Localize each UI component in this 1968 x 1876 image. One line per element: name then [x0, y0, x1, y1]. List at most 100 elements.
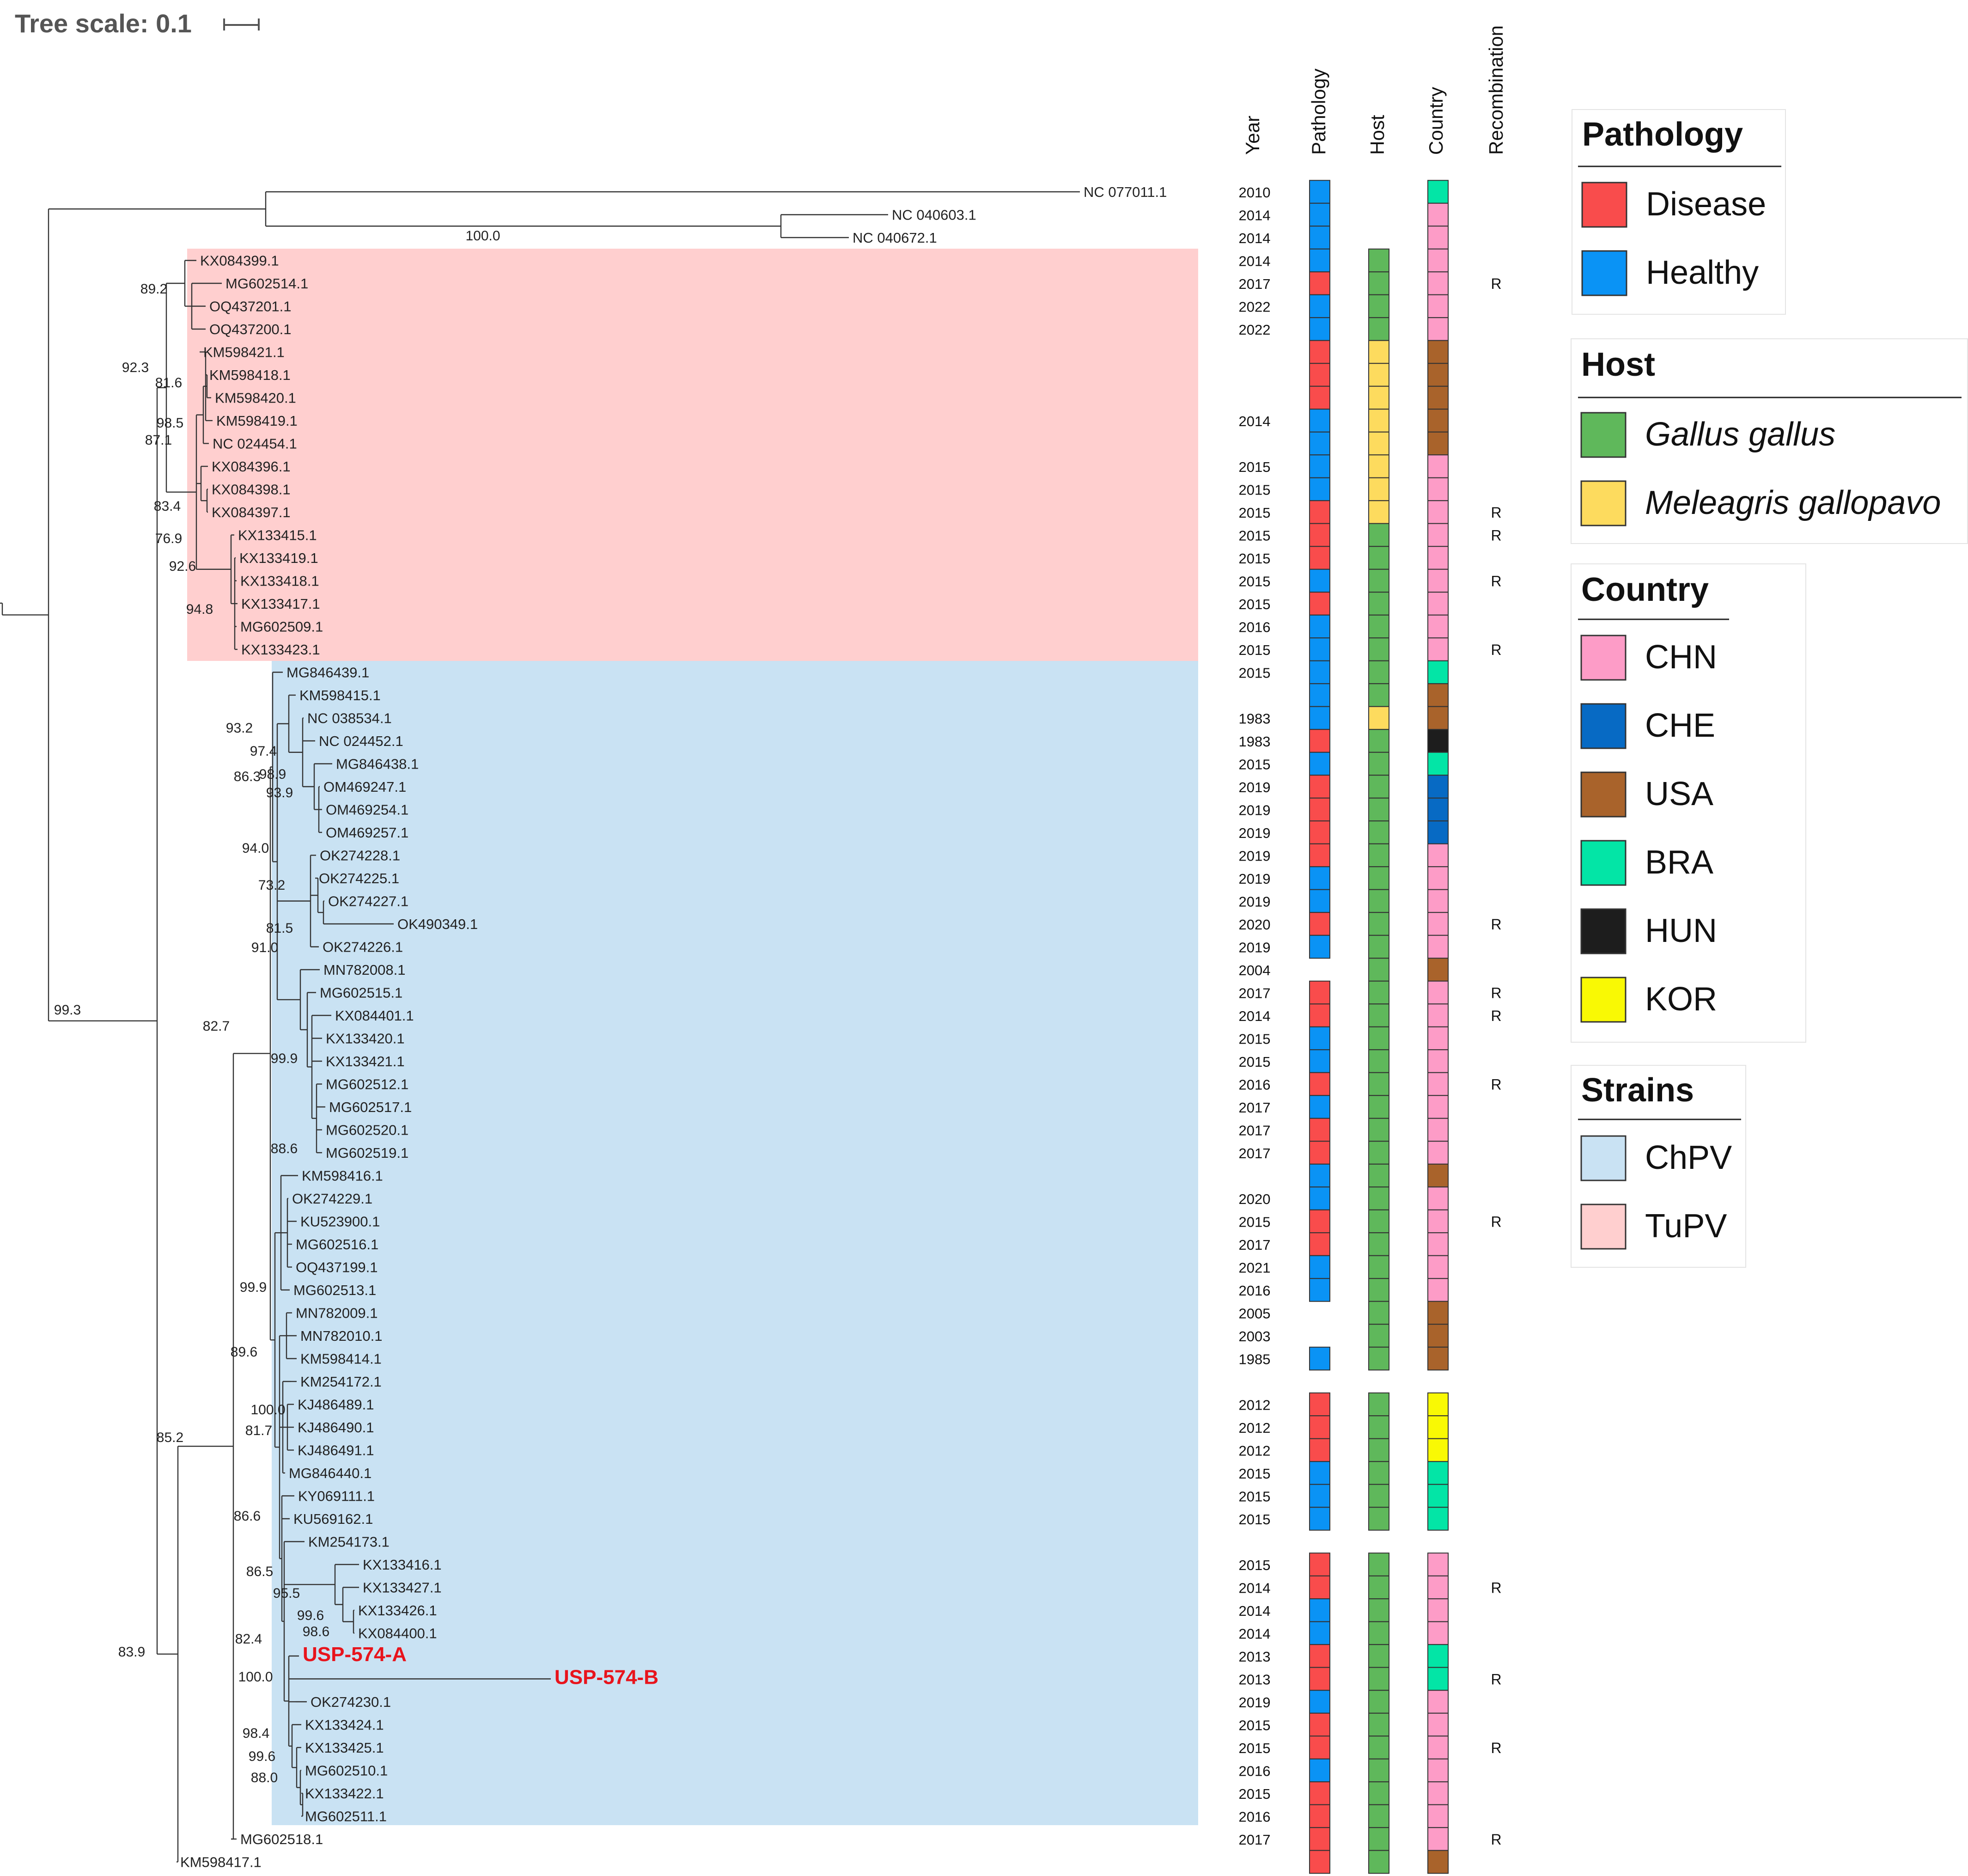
country-cell [1427, 523, 1449, 547]
tip-label: OM469257.1 [326, 825, 408, 841]
tip-label: KM598417.1 [180, 1854, 262, 1870]
pathology-cell [1309, 363, 1330, 387]
year-column: 2010 2014 2014 2014 2017 2022 2022 2014 2015 2015… [1239, 184, 1271, 1848]
recombination-mark: R [1491, 527, 1501, 544]
support-value: 82.7 [203, 1019, 230, 1034]
host-cell [1368, 271, 1389, 295]
country-cell [1427, 1072, 1449, 1096]
year-value: 2015 [1239, 505, 1271, 521]
tip-label: MG602520.1 [326, 1122, 408, 1138]
year-value: 2014 [1239, 1626, 1271, 1642]
legend-swatch [1580, 1204, 1627, 1250]
tip-label: MG602519.1 [326, 1145, 408, 1161]
pathology-cell [1309, 683, 1330, 707]
year-value: 2020 [1239, 917, 1271, 933]
country-cell [1427, 660, 1449, 684]
pathology-cell [1309, 1735, 1330, 1760]
host-cell [1368, 385, 1389, 410]
support-value: 92.6 [169, 559, 196, 574]
host-cell [1368, 866, 1389, 890]
tip-label: MG602518.1 [240, 1831, 323, 1847]
annotation-cells [1309, 180, 1449, 1874]
host-cell [1368, 340, 1389, 364]
support-value: 86.3 [234, 769, 261, 784]
support-value: 99.3 [54, 1002, 81, 1018]
pathology-cell [1309, 500, 1330, 524]
pathology-cell [1309, 409, 1330, 433]
year-value: 2013 [1239, 1649, 1271, 1665]
legend-item-label: CHN [1645, 639, 1717, 676]
country-cell [1427, 1690, 1449, 1714]
year-value: 2015 [1239, 1557, 1271, 1573]
pathology-cell [1309, 431, 1330, 456]
country-cell [1427, 340, 1449, 364]
support-value: 100.0 [238, 1669, 273, 1685]
pathology-cell [1309, 866, 1330, 890]
country-cell [1427, 1781, 1449, 1805]
pathology-cell [1309, 1850, 1330, 1874]
country-cell [1427, 1438, 1449, 1462]
year-value: 2020 [1239, 1191, 1271, 1207]
tip-label: KM598421.1 [203, 344, 285, 361]
year-value: 2014 [1239, 1603, 1271, 1619]
pathology-cell [1309, 1804, 1330, 1828]
year-value: 1983 [1239, 711, 1271, 727]
host-cell [1368, 477, 1389, 501]
tip-label: KX133418.1 [240, 573, 319, 589]
country-cell [1427, 980, 1449, 1005]
tip-label: OK274227.1 [328, 893, 408, 910]
tupv-clade-shade [187, 249, 1198, 661]
country-cell [1427, 1712, 1449, 1737]
legend-item-label: HUN [1645, 912, 1717, 949]
legend-item-label: Meleagris gallopavo [1645, 484, 1941, 521]
pathology-cell [1309, 1163, 1330, 1188]
country-cell [1427, 1392, 1449, 1417]
support-value: 81.5 [266, 921, 293, 936]
year-value: 2019 [1239, 802, 1271, 819]
support-value: 92.3 [122, 360, 149, 375]
country-cell [1427, 729, 1449, 753]
country-cell [1427, 889, 1449, 913]
country-cell [1427, 1850, 1449, 1874]
legend-swatch [1580, 1135, 1627, 1181]
tip-label: OK490349.1 [397, 916, 478, 932]
legend-swatch [1580, 703, 1627, 749]
recombination-mark: R [1491, 1831, 1501, 1848]
support-value: 98.4 [243, 1726, 269, 1741]
recombination-mark: R [1491, 1740, 1501, 1756]
pathology-cell [1309, 1598, 1330, 1622]
tree-scale-bar [223, 18, 260, 31]
pathology-cell [1309, 568, 1330, 593]
country-cell [1427, 683, 1449, 707]
tip-label: MG602516.1 [296, 1236, 378, 1253]
legend-item-label: TuPV [1645, 1208, 1727, 1245]
country-cell [1427, 706, 1449, 730]
host-cell [1368, 1781, 1389, 1805]
country-cell [1427, 477, 1449, 501]
tip-label: MG602512.1 [326, 1076, 408, 1093]
country-cell [1427, 866, 1449, 890]
pathology-cell [1309, 1438, 1330, 1462]
year-value: 2017 [1239, 985, 1271, 1002]
country-cell [1427, 409, 1449, 433]
pathology-cell [1309, 660, 1330, 684]
pathology-cell [1309, 889, 1330, 913]
pathology-cell [1309, 317, 1330, 341]
country-cell [1427, 454, 1449, 478]
country-cell [1427, 202, 1449, 227]
country-cell [1427, 1667, 1449, 1691]
recombination-mark: R [1491, 1671, 1501, 1688]
pathology-cell [1309, 202, 1330, 227]
pathology-cell [1309, 592, 1330, 616]
host-cell [1368, 1301, 1389, 1325]
pathology-cell [1309, 1552, 1330, 1577]
pathology-cell [1309, 1712, 1330, 1737]
host-cell [1368, 1438, 1389, 1462]
recombination-mark: R [1491, 573, 1501, 590]
host-cell [1368, 820, 1389, 844]
host-cell [1368, 935, 1389, 959]
tip-label: KM598419.1 [216, 413, 298, 429]
pathology-cell [1309, 1392, 1330, 1417]
tip-label: KY069111.1 [298, 1488, 375, 1504]
year-value: 2017 [1239, 1100, 1271, 1116]
